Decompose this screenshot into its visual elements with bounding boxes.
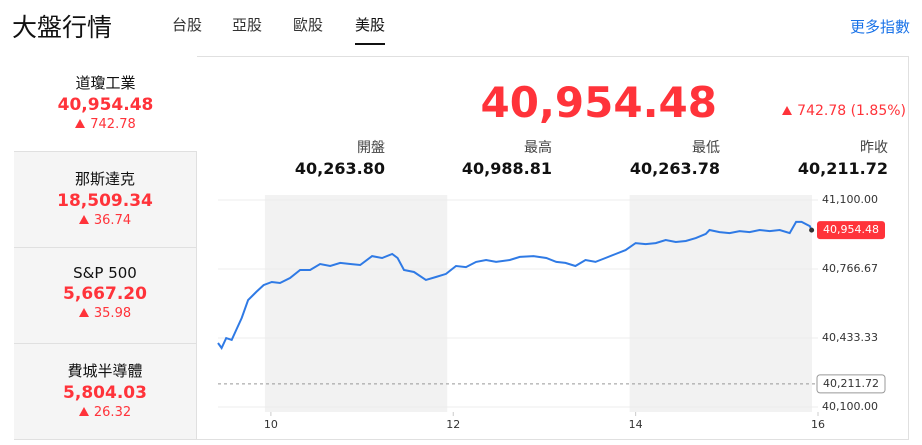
last-label: 40,954.48 (823, 223, 879, 236)
x-tick-label: 16 (811, 418, 825, 431)
y-tick-label: 40,433.33 (822, 331, 878, 344)
y-tick-label: 40,766.67 (822, 262, 878, 275)
index-change-text: 36.74 (94, 213, 131, 228)
index-change-text: 35.98 (94, 306, 131, 321)
y-tick-label: 41,100.00 (822, 193, 878, 206)
index-item[interactable]: 道瓊工業40,954.48 742.78 (14, 56, 197, 152)
index-price: 5,804.03 (14, 383, 196, 403)
index-item[interactable]: S&P 500 5,667.20 35.98 (14, 248, 197, 344)
tab[interactable]: 台股 (172, 14, 202, 43)
index-price: 5,667.20 (14, 284, 196, 304)
index-item[interactable]: 費城半導體5,804.03 26.32 (14, 344, 197, 440)
up-arrow (79, 308, 89, 317)
tab[interactable]: 歐股 (293, 14, 323, 43)
stat-label: 昨收 (860, 137, 888, 157)
index-name: S&P 500 (14, 264, 196, 282)
index-change: 26.32 (14, 405, 196, 420)
index-name: 道瓊工業 (14, 72, 197, 93)
stat-label: 最高 (524, 137, 552, 157)
stat-label: 最低 (692, 137, 720, 157)
tab[interactable]: 美股 (355, 14, 385, 45)
stat-value: 40,988.81 (462, 159, 552, 178)
y-tick-label: 40,100.00 (822, 400, 878, 413)
index-change-text: 26.32 (94, 405, 131, 420)
x-tick-label: 12 (446, 418, 460, 431)
stat-value: 40,211.72 (798, 159, 888, 178)
last-point (809, 228, 814, 233)
up-arrow (75, 119, 85, 128)
stat-label: 開盤 (357, 137, 385, 157)
up-arrow (79, 215, 89, 224)
session-band (630, 195, 812, 412)
reference-label: 40,211.72 (823, 377, 879, 390)
index-change: 35.98 (14, 306, 196, 321)
index-change: 36.74 (14, 213, 196, 228)
index-change-text: 742.78 (90, 117, 136, 132)
stat-value: 40,263.80 (295, 159, 385, 178)
page: 大盤行情 更多指數 40,954.48 742.78 (1.85%) 41,10… (0, 0, 922, 445)
index-price: 40,954.48 (14, 95, 197, 115)
index-item[interactable]: 那斯達克18,509.34 36.74 (14, 152, 197, 248)
index-name: 那斯達克 (14, 168, 196, 189)
index-price: 18,509.34 (14, 191, 196, 211)
stat-value: 40,263.78 (630, 159, 720, 178)
index-change: 742.78 (14, 117, 197, 132)
session-band (265, 195, 447, 412)
tab[interactable]: 亞股 (232, 14, 262, 43)
index-name: 費城半導體 (14, 360, 196, 381)
x-tick-label: 10 (264, 418, 278, 431)
x-tick-label: 14 (629, 418, 643, 431)
up-arrow (79, 407, 89, 416)
